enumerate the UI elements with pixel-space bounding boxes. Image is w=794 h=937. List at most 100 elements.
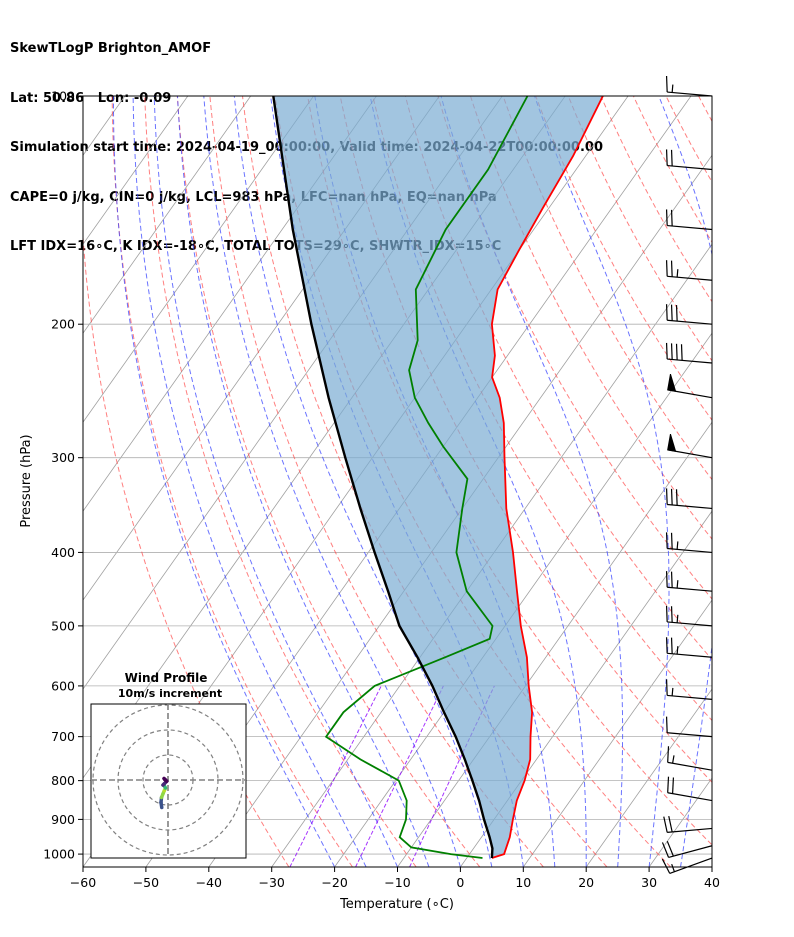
wind-barb-half-feather — [676, 646, 679, 655]
wind-barb — [665, 260, 713, 281]
wind-barb-feather — [665, 149, 668, 166]
moist-adiabat — [658, 96, 712, 867]
wind-barb-feather — [665, 637, 668, 654]
wind-barb-feather — [665, 716, 668, 733]
wind-barb-staff — [667, 827, 713, 833]
wind-barb-half-feather — [676, 580, 679, 589]
wind-barb-feather — [670, 571, 673, 588]
wind-barb-half-feather — [672, 755, 675, 764]
y-tick-label: 200 — [51, 317, 75, 332]
wind-profile-inset: Wind Profile 10m/s increment — [90, 671, 247, 859]
wind-barb-feather — [665, 260, 668, 277]
temperature-line — [490, 96, 604, 859]
wind-barb-feather — [670, 209, 673, 227]
dry-adiabat — [600, 96, 712, 303]
wind-barb — [667, 776, 713, 802]
moist-adiabat — [711, 864, 712, 867]
dry-adiabat — [665, 96, 712, 183]
dry-adiabat — [535, 96, 712, 421]
wind-barb-feather — [670, 532, 673, 549]
wind-barb-feather — [665, 488, 668, 505]
y-tick-label: 900 — [51, 812, 75, 827]
dry-adiabat — [764, 96, 794, 867]
wind-barb — [665, 605, 713, 627]
y-tick-label: 500 — [51, 618, 75, 633]
profile-series — [272, 96, 604, 859]
wind-barb-staff — [667, 224, 713, 231]
wind-barb-staff — [667, 319, 713, 325]
wind-barb-staff — [667, 91, 713, 97]
x-tick-label: 10 — [515, 875, 531, 890]
x-tick-label: −20 — [321, 875, 347, 890]
y-tick-label: 100 — [51, 89, 75, 104]
moist-adiabat — [177, 96, 430, 867]
wind-barb — [665, 342, 713, 364]
wind-barb-staff — [667, 547, 713, 554]
wind-barb-feather — [666, 840, 674, 857]
wind-barb-feather — [672, 777, 675, 794]
y-tick-label: 400 — [51, 545, 75, 560]
wind-barb-feather — [675, 343, 678, 360]
wind-barb — [665, 304, 713, 325]
x-axis-label: Temperature (∘C) — [339, 897, 454, 912]
dry-adiabat — [176, 96, 481, 867]
wind-barb — [665, 571, 713, 592]
wind-barb-staff — [667, 792, 713, 802]
isotherm-line — [711, 866, 712, 867]
wind-barb-feather — [675, 305, 678, 322]
moist-adiabat — [233, 96, 493, 867]
inset-subtitle: 10m/s increment — [118, 687, 222, 700]
x-tick-label: −30 — [259, 875, 285, 890]
wind-barb-feather — [670, 606, 673, 623]
wind-barb — [667, 746, 713, 771]
wind-barb-feather — [670, 260, 673, 277]
wind-barb-feather — [670, 343, 673, 360]
wind-barb — [663, 816, 713, 833]
moist-adiabat — [534, 96, 670, 867]
wind-barb-feather — [663, 816, 668, 833]
isotherm-line — [271, 243, 712, 867]
x-tick-label: 30 — [641, 875, 657, 890]
wind-barb-staff — [667, 761, 713, 771]
wind-barb-feather — [665, 571, 668, 588]
wind-barb-feather — [670, 304, 673, 321]
isotherm-line — [83, 96, 252, 334]
wind-barb — [665, 149, 713, 171]
wind-barb-feather — [665, 75, 668, 93]
isotherm-line — [83, 96, 377, 512]
wind-barb-feather — [670, 149, 673, 167]
wind-barb-feather — [665, 605, 668, 622]
wind-barb-half-feather — [671, 84, 674, 93]
wind-barb-staff — [667, 694, 713, 700]
wind-barb-half-feather — [676, 269, 679, 278]
wind-barb — [665, 75, 713, 97]
wind-barb-feather — [665, 304, 668, 321]
hodograph-segment — [162, 776, 167, 781]
wind-barb-half-feather — [671, 863, 675, 872]
x-tick-label: 0 — [456, 875, 464, 890]
isotherm-line — [460, 510, 712, 867]
moist-adiabat — [132, 96, 367, 867]
wind-barb — [665, 716, 713, 738]
dry-adiabat — [242, 96, 608, 867]
wind-barb — [665, 532, 713, 554]
isotherm-line — [648, 777, 712, 867]
y-tick-label: 1000 — [43, 847, 75, 862]
wind-barb-feather — [680, 344, 683, 361]
dry-adiabat — [567, 96, 712, 362]
wind-barb-staff — [667, 275, 713, 281]
wind-barb-feather — [665, 532, 668, 549]
moist-adiabat — [153, 96, 398, 867]
y-tick-label: 800 — [51, 773, 75, 788]
isotherm-line — [83, 96, 314, 423]
wind-barb — [667, 373, 713, 399]
y-tick-label: 300 — [51, 450, 75, 465]
x-tick-label: 20 — [578, 875, 594, 890]
wind-barb-half-feather — [676, 541, 679, 550]
wind-barb-feather — [665, 679, 668, 696]
wind-barb-feather — [670, 488, 673, 505]
wind-barb-pennant — [667, 373, 677, 392]
x-tick-label: −10 — [384, 875, 410, 890]
inset-title: Wind Profile — [125, 671, 208, 685]
